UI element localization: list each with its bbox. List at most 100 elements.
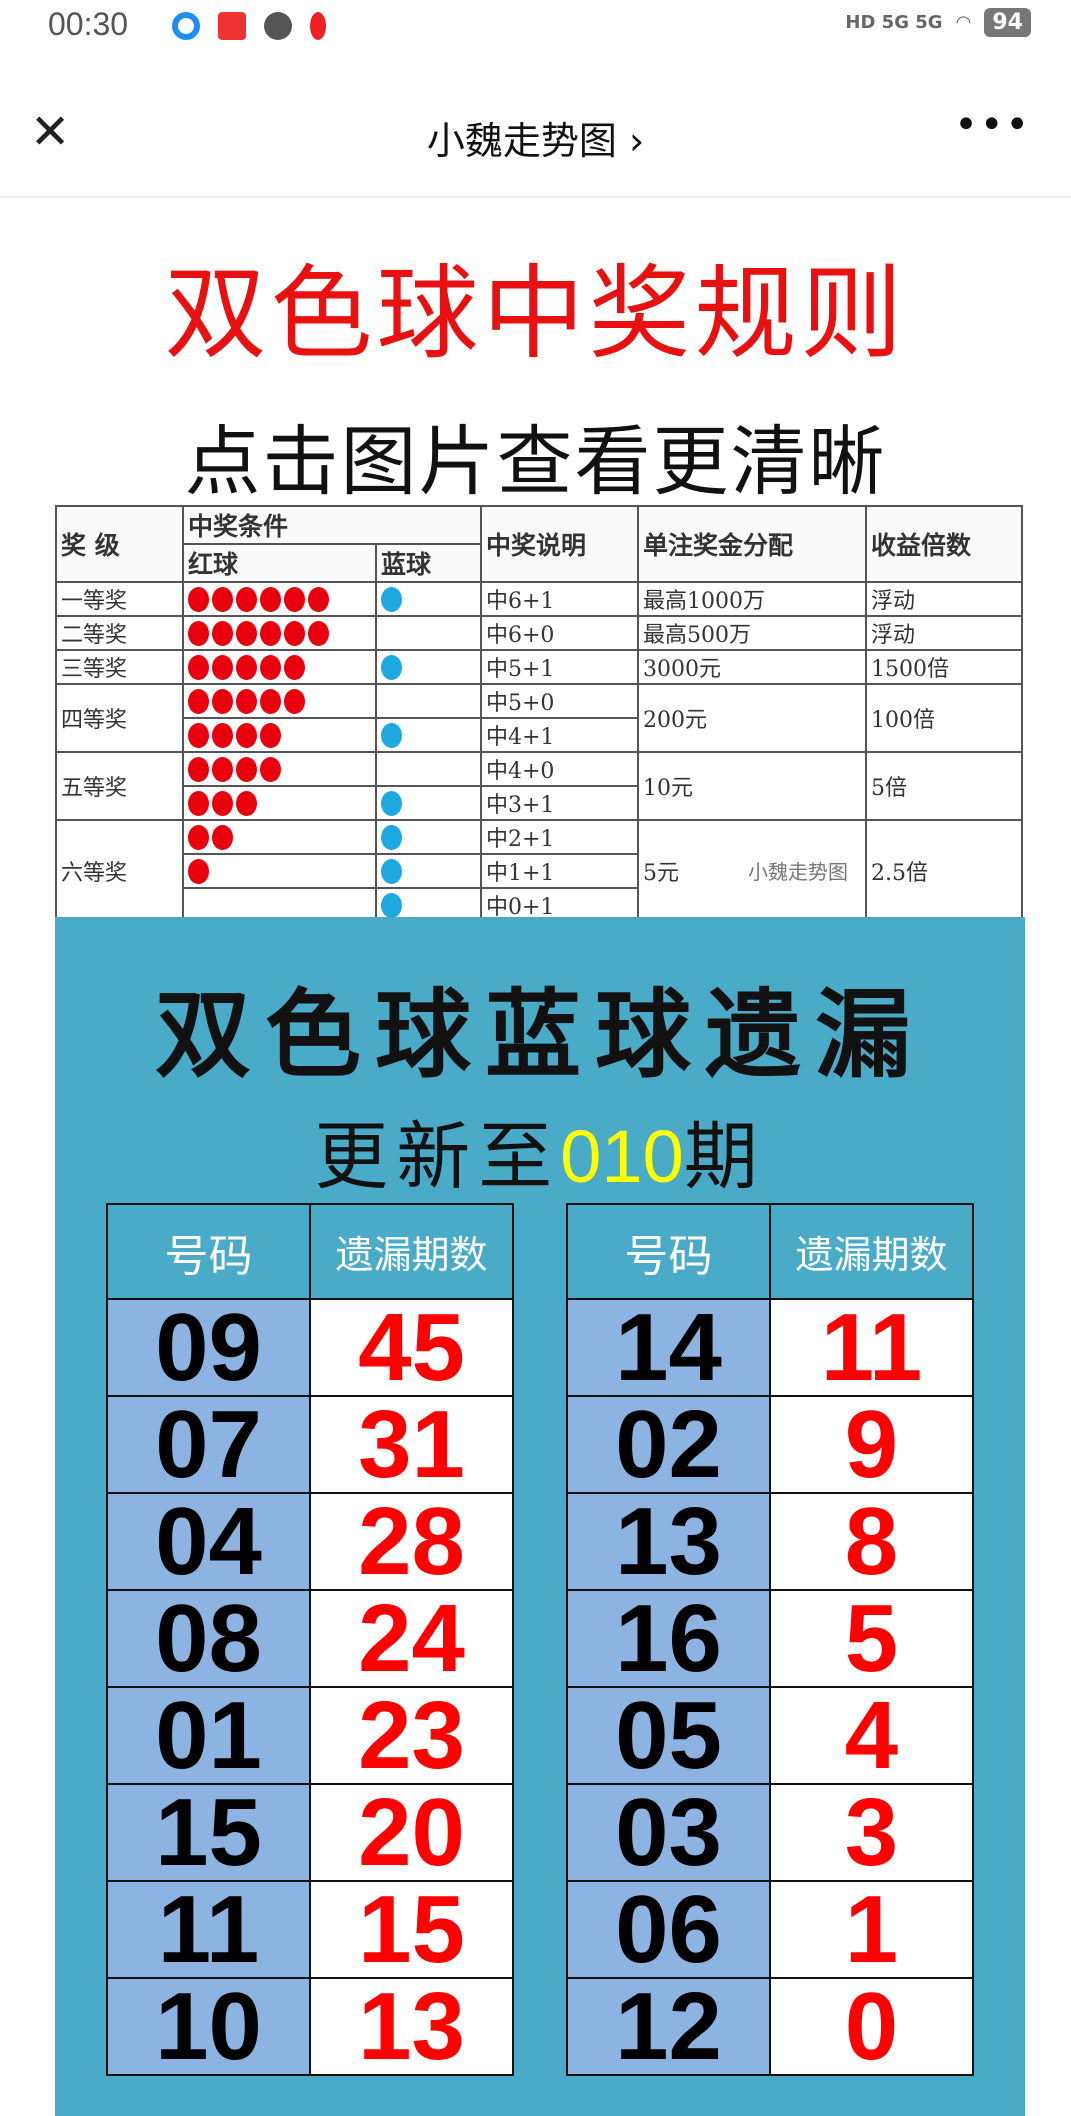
- miss-row: 09 45: [106, 1298, 514, 1397]
- prize-level: 二等奖: [55, 615, 184, 651]
- miss-row: 14 11: [566, 1298, 974, 1397]
- miss-row: 03 3: [566, 1783, 974, 1882]
- more-icon[interactable]: •••: [954, 102, 1031, 148]
- red-ball-icon: [236, 688, 257, 714]
- prize-multiple: 浮动: [865, 581, 1023, 617]
- red-ball-icon: [284, 620, 305, 646]
- ball-number: 04: [106, 1492, 311, 1591]
- speed-app-icon: [264, 12, 292, 40]
- ball-number: 14: [566, 1298, 771, 1397]
- miss-count: 13: [309, 1977, 514, 2076]
- update-prefix: 更新至: [314, 1114, 561, 1200]
- blue-balls: [375, 717, 482, 753]
- prize-level: 五等奖: [55, 751, 184, 821]
- blue-balls: [375, 581, 482, 617]
- red-ball-icon: [212, 824, 233, 850]
- miss-table-right: 号码 遗漏期数 14 11 02 9 13 8 16 5 05 4 03 3 06 1 12 0: [566, 1203, 974, 2076]
- miss-row: 02 9: [566, 1395, 974, 1494]
- blue-balls: [375, 785, 482, 821]
- miss-count: 9: [769, 1395, 974, 1494]
- blue-balls: [375, 819, 482, 855]
- browser-app-icon: [172, 12, 200, 40]
- red-ball-icon: [236, 722, 257, 748]
- blue-ball-icon: [381, 892, 402, 918]
- prize-multiple: 2.5倍: [865, 819, 1023, 923]
- prize-row: 三等奖 中5+1 3000元 1500倍: [55, 649, 1023, 685]
- prize-row: 二等奖 中6+0 最高500万 浮动: [55, 615, 1023, 651]
- header-blue: 蓝球: [375, 543, 482, 583]
- header-amount: 单注奖金分配: [637, 505, 867, 583]
- prize-row: 中1+1: [56, 853, 1022, 889]
- red-ball-icon: [308, 586, 329, 612]
- red-ball-icon: [188, 688, 209, 714]
- close-icon[interactable]: ✕: [30, 104, 71, 160]
- miss-row: 12 0: [566, 1977, 974, 2076]
- nav-bar: ✕ 小魏走势图 › •••: [0, 90, 1071, 180]
- header-number: 号码: [566, 1203, 771, 1300]
- prize-row: 五等奖 中4+0 10元 5倍: [55, 751, 1023, 821]
- prize-multiple: 5倍: [865, 751, 1023, 821]
- ball-number: 05: [566, 1686, 771, 1785]
- red-ball-icon: [236, 586, 257, 612]
- prize-desc: 中1+1: [480, 853, 639, 889]
- ball-number: 12: [566, 1977, 771, 2076]
- red-ball-icon: [212, 722, 233, 748]
- red-balls: [182, 581, 377, 617]
- ball-number: 13: [566, 1492, 771, 1591]
- red-ball-icon: [284, 688, 305, 714]
- miss-count: 5: [769, 1589, 974, 1688]
- prize-amount: 3000元: [637, 649, 867, 685]
- red-ball-icon: [284, 654, 305, 680]
- battery-icon: 94: [984, 8, 1031, 37]
- prize-row: 中4+1: [56, 717, 1022, 753]
- status-right: HD 5G 5G ◠ 94: [845, 8, 1031, 37]
- miss-row: 16 5: [566, 1589, 974, 1688]
- miss-row: 01 23: [106, 1686, 514, 1785]
- red-ball-icon: [212, 688, 233, 714]
- article-title: 双色球中奖规则: [164, 255, 907, 374]
- red-balls: [182, 785, 377, 821]
- prize-amount: 200元: [637, 683, 867, 753]
- red-balls: [182, 853, 377, 889]
- red-ball-icon: [260, 722, 281, 748]
- header-number: 号码: [106, 1203, 311, 1300]
- divider: [0, 196, 1071, 198]
- miss-count: 31: [309, 1395, 514, 1494]
- blue-ball-icon: [381, 790, 402, 816]
- red-ball-icon: [212, 790, 233, 816]
- blue-ball-icon: [381, 722, 402, 748]
- ball-number: 15: [106, 1783, 311, 1882]
- blue-miss-title: 双色球蓝球遗漏: [155, 978, 925, 1091]
- prize-rules-table[interactable]: 奖 级 中奖条件 中奖说明 单注奖金分配 收益倍数 红球 蓝球 一等奖 中6+1 最…: [55, 505, 1023, 923]
- prize-desc: 中6+1: [480, 581, 639, 617]
- wifi-icon: ◠: [956, 12, 971, 33]
- prize-multiple: 1500倍: [865, 649, 1023, 685]
- red-ball-icon: [260, 620, 281, 646]
- prize-desc: 中6+0: [480, 615, 639, 651]
- blue-ball-icon: [381, 824, 402, 850]
- prize-multiple: 浮动: [865, 615, 1023, 651]
- red-ball-icon: [188, 620, 209, 646]
- miss-table-left: 号码 遗漏期数 09 45 07 31 04 28 08 24 01 23 15 20 11 15 10 13: [106, 1203, 514, 2076]
- header-miss: 遗漏期数: [309, 1203, 514, 1300]
- blue-balls: [375, 751, 482, 787]
- prize-level: 一等奖: [55, 581, 184, 617]
- lottery-app-icon: [218, 12, 246, 40]
- miss-row: 15 20: [106, 1783, 514, 1882]
- header-red: 红球: [182, 543, 377, 583]
- red-ball-icon: [236, 756, 257, 782]
- prize-desc: 中2+1: [480, 819, 639, 855]
- prize-desc: 中5+0: [480, 683, 639, 719]
- prize-desc: 中4+0: [480, 751, 639, 787]
- location-app-icon: [310, 12, 326, 40]
- miss-row: 13 8: [566, 1492, 974, 1591]
- red-ball-icon: [308, 620, 329, 646]
- red-ball-icon: [260, 688, 281, 714]
- miss-count: 45: [309, 1298, 514, 1397]
- miss-count: 11: [769, 1298, 974, 1397]
- red-ball-icon: [188, 586, 209, 612]
- watermark: 小魏走势图: [748, 860, 848, 884]
- red-balls: [182, 615, 377, 651]
- red-ball-icon: [188, 858, 209, 884]
- account-title[interactable]: 小魏走势图 ›: [426, 119, 645, 163]
